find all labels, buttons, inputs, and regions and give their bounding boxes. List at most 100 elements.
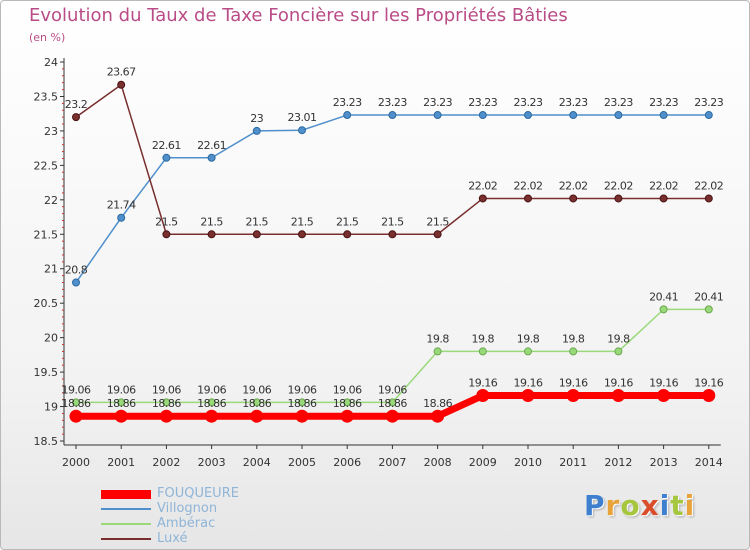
- x-tick-label-2010: 2010: [514, 456, 542, 469]
- data-point-amberac-2012: [614, 347, 623, 356]
- data-point-villognon-2007: [388, 111, 397, 120]
- data-point-luxe-2007: [388, 230, 397, 239]
- data-point-fouqueure-2005: [295, 409, 309, 423]
- data-point-amberac-2007: [388, 398, 397, 407]
- x-tick-label-2006: 2006: [333, 456, 361, 469]
- data-point-luxe-2008: [433, 230, 442, 239]
- y-tick-label-2: 19.5: [34, 366, 59, 379]
- y-tick-label-6: 21.5: [34, 228, 59, 241]
- legend-swatch-amberac: [101, 523, 151, 525]
- data-label-luxe-2005: 21.5: [291, 215, 314, 228]
- legend-label-luxe: Luxé: [157, 531, 188, 546]
- data-label-amberac-2004: 19.06: [242, 383, 271, 396]
- data-point-fouqueure-2010: [521, 389, 535, 403]
- data-label-amberac-2003: 19.06: [197, 383, 226, 396]
- data-label-villognon-2012: 23.23: [604, 96, 633, 109]
- data-point-amberac-2009: [478, 347, 487, 356]
- data-point-villognon-2001: [117, 213, 126, 222]
- data-point-villognon-2010: [524, 111, 532, 120]
- data-point-luxe-2001: [117, 80, 126, 89]
- data-label-amberac-2009: 19.8: [472, 332, 495, 345]
- x-tick-label-2003: 2003: [198, 456, 226, 469]
- legend-swatch-villognon: [101, 508, 151, 510]
- y-tick-label-4: 20.5: [34, 297, 59, 310]
- data-point-fouqueure-2013: [657, 389, 671, 403]
- data-label-villognon-2010: 23.23: [514, 96, 543, 109]
- data-label-fouqueure-2007: 18.86: [378, 397, 407, 410]
- chart-axes: 18.5 19 19.5 20 20.5 21 21.5 22 22.5 23 23.5 24 2000…: [34, 56, 723, 469]
- data-point-amberac-2000: [72, 398, 80, 407]
- data-label-fouqueure-2011: 19.16: [559, 377, 588, 390]
- logo-letter: P: [584, 489, 606, 522]
- data-point-villognon-2011: [569, 111, 578, 120]
- data-label-villognon-2000: 20.8: [65, 264, 88, 277]
- data-point-luxe-2006: [343, 230, 352, 239]
- y-tick-label-3: 20: [44, 332, 58, 345]
- data-label-amberac-2006: 19.06: [333, 383, 362, 396]
- data-point-amberac-2002: [162, 398, 171, 407]
- data-point-luxe-2009: [478, 194, 487, 203]
- y-tick-label-10: 23.5: [34, 90, 59, 103]
- data-point-luxe-2002: [162, 230, 171, 239]
- data-label-fouqueure-2002: 18.86: [152, 397, 181, 410]
- y-tick-label-0: 18.5: [34, 435, 59, 448]
- data-point-amberac-2004: [252, 398, 261, 407]
- data-label-villognon-2008: 23.23: [423, 96, 452, 109]
- data-label-villognon-2013: 23.23: [649, 96, 678, 109]
- data-point-villognon-2009: [478, 111, 487, 120]
- legend-label-amberac: Ambérac: [157, 516, 216, 531]
- data-label-amberac-2010: 19.8: [517, 332, 540, 345]
- data-point-fouqueure-2012: [611, 389, 625, 403]
- data-label-fouqueure-2013: 19.16: [649, 377, 678, 390]
- data-point-luxe-2012: [614, 194, 623, 203]
- data-label-luxe-2012: 22.02: [604, 179, 633, 192]
- data-label-villognon-2005: 23.01: [288, 111, 317, 124]
- data-point-villognon-2013: [659, 111, 668, 120]
- data-point-fouqueure-2014: [702, 389, 716, 403]
- x-tick-label-2011: 2011: [559, 456, 587, 469]
- data-point-fouqueure-2003: [205, 409, 219, 423]
- legend-label-fouqueure: FOUQUEURE: [157, 486, 239, 501]
- logo-letter: t: [670, 489, 685, 522]
- data-point-villognon-2006: [343, 111, 352, 120]
- data-label-luxe-2008: 21.5: [426, 215, 449, 228]
- data-point-villognon-2008: [433, 111, 442, 120]
- data-point-amberac-2003: [207, 398, 216, 407]
- data-label-villognon-2004: 23: [250, 112, 263, 125]
- data-label-amberac-2002: 19.06: [152, 383, 181, 396]
- y-tick-label-5: 21: [44, 263, 58, 276]
- data-label-villognon-2001: 21.74: [107, 199, 136, 212]
- x-tick-label-2005: 2005: [288, 456, 316, 469]
- data-label-fouqueure-2012: 19.16: [604, 377, 633, 390]
- data-label-amberac-2013: 20.41: [649, 290, 678, 303]
- data-point-villognon-2003: [207, 153, 216, 162]
- data-label-luxe-2006: 21.5: [336, 215, 359, 228]
- data-point-villognon-2000: [72, 278, 80, 287]
- logo-letter: o: [620, 489, 641, 522]
- logo-letter: i: [659, 489, 671, 522]
- x-tick-label-2001: 2001: [107, 456, 135, 469]
- x-tick-label-2000: 2000: [62, 456, 90, 469]
- data-label-amberac-2007: 19.06: [378, 383, 407, 396]
- data-label-fouqueure-2009: 19.16: [468, 377, 497, 390]
- data-label-villognon-2011: 23.23: [559, 96, 588, 109]
- data-point-fouqueure-2004: [250, 409, 264, 423]
- legend-label-villognon: Villognon: [157, 501, 218, 516]
- data-label-luxe-2004: 21.5: [246, 215, 269, 228]
- x-tick-label-2007: 2007: [378, 456, 406, 469]
- data-point-villognon-2002: [162, 153, 171, 162]
- data-label-amberac-2005: 19.06: [288, 383, 317, 396]
- data-label-luxe-2003: 21.5: [200, 215, 223, 228]
- data-point-amberac-2014: [704, 305, 713, 314]
- x-tick-label-2014: 2014: [695, 456, 723, 469]
- data-label-luxe-2010: 22.02: [514, 179, 543, 192]
- data-point-fouqueure-2009: [476, 389, 490, 403]
- data-label-fouqueure-2005: 18.86: [288, 397, 317, 410]
- data-point-luxe-2005: [298, 230, 306, 239]
- y-tick-label-11: 24: [44, 56, 58, 69]
- x-tick-label-2012: 2012: [604, 456, 632, 469]
- data-point-fouqueure-2001: [114, 409, 128, 423]
- data-point-luxe-2014: [704, 194, 713, 203]
